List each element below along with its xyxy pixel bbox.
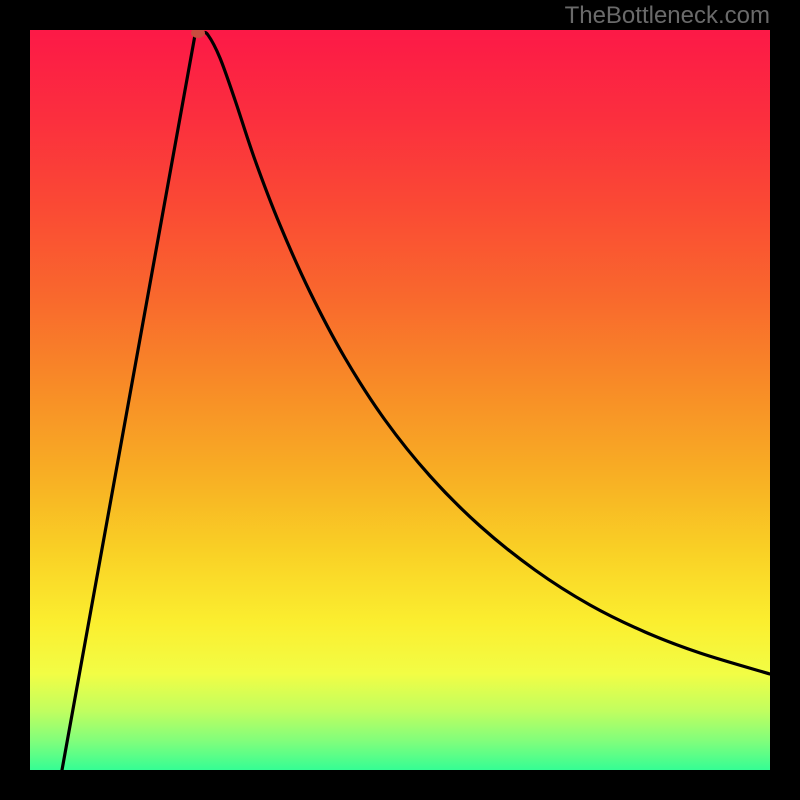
watermark-text: TheBottleneck.com	[565, 2, 770, 30]
chart-frame: TheBottleneck.com	[0, 0, 800, 800]
plot-svg	[30, 30, 770, 770]
bottleneck-curve	[62, 32, 770, 770]
plot-area	[30, 30, 770, 770]
